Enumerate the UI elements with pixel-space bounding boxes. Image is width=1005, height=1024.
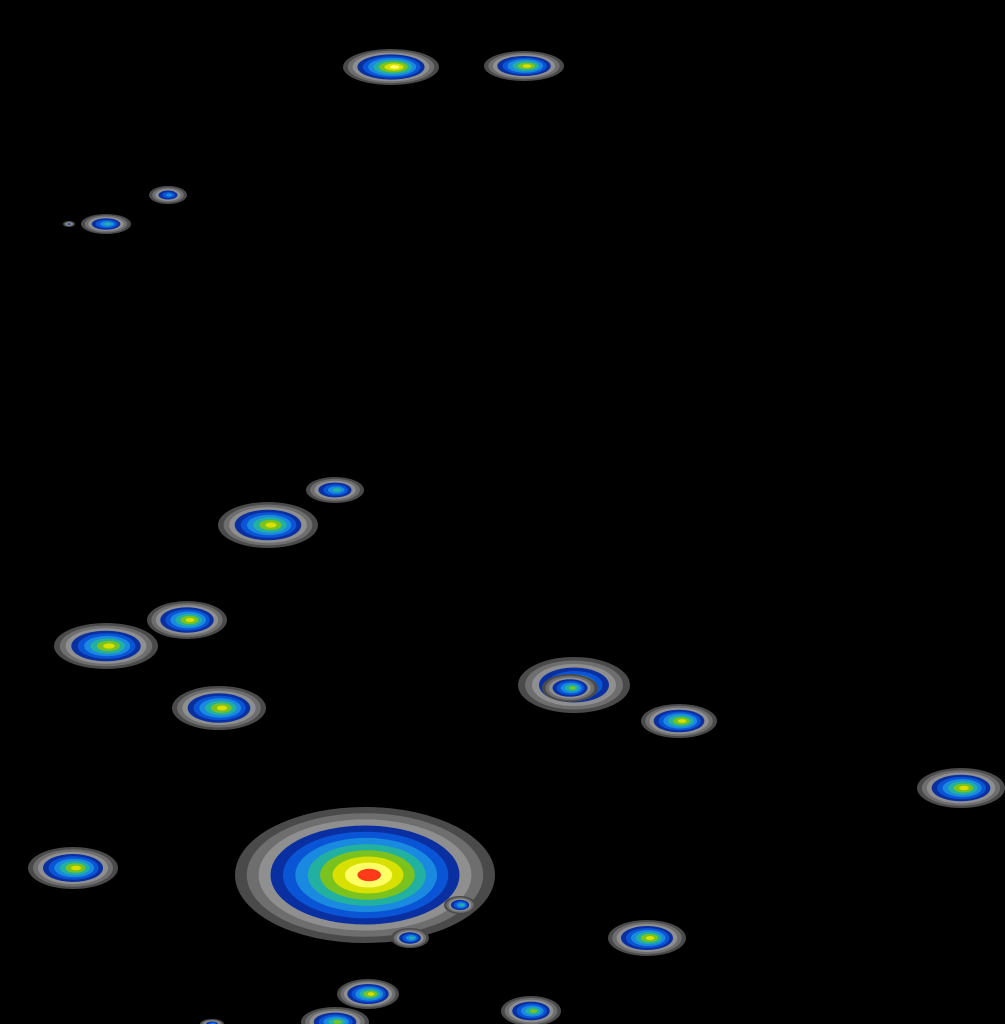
contour-band [409, 936, 415, 940]
contour-band [185, 617, 195, 623]
hotspot-h1 [343, 49, 439, 85]
hotspot-h10 [172, 686, 266, 730]
contour-band [166, 193, 173, 197]
hotspot-h4 [81, 214, 131, 234]
hotspot-h3 [149, 186, 187, 204]
hotspot-h7 [218, 502, 318, 548]
contour-band [529, 1009, 538, 1013]
contour-band [333, 1020, 342, 1024]
hotspot-h21 [301, 1007, 369, 1024]
contour-band [216, 705, 228, 711]
contour-band [367, 992, 375, 996]
contour-band [71, 865, 81, 871]
contour-band [959, 785, 969, 791]
hotspot-h19 [337, 979, 399, 1009]
hotspot-h14 [28, 847, 118, 889]
hotspot-h22 [542, 674, 598, 702]
hotspot-h9 [54, 623, 158, 669]
hotspot-h8 [147, 601, 227, 639]
contour-band [677, 719, 687, 723]
contour-band [357, 868, 382, 882]
hotspot-h5 [63, 221, 75, 227]
hotspot-h13 [917, 768, 1005, 808]
contour-band [104, 222, 112, 226]
hotspot-h18 [391, 928, 429, 948]
hotspot-h12 [641, 704, 717, 738]
contour-band [103, 643, 115, 649]
contour-band [645, 936, 655, 940]
hotspot-h20 [501, 996, 561, 1024]
contour-band [67, 223, 71, 225]
contour-band [265, 522, 277, 528]
hotspot-h6 [306, 477, 364, 503]
contour-band [332, 488, 341, 492]
hotspot-h17 [444, 896, 476, 914]
hotspot-h15 [608, 920, 686, 956]
hotspot-h16 [235, 807, 495, 943]
hotspot-layer [28, 49, 1005, 1024]
hotspot-h23 [200, 1019, 224, 1024]
contour-band [568, 686, 576, 690]
contour-band [389, 65, 400, 69]
contour-band [522, 64, 532, 68]
contour-band [459, 903, 465, 907]
hotspot-h2 [484, 51, 564, 81]
